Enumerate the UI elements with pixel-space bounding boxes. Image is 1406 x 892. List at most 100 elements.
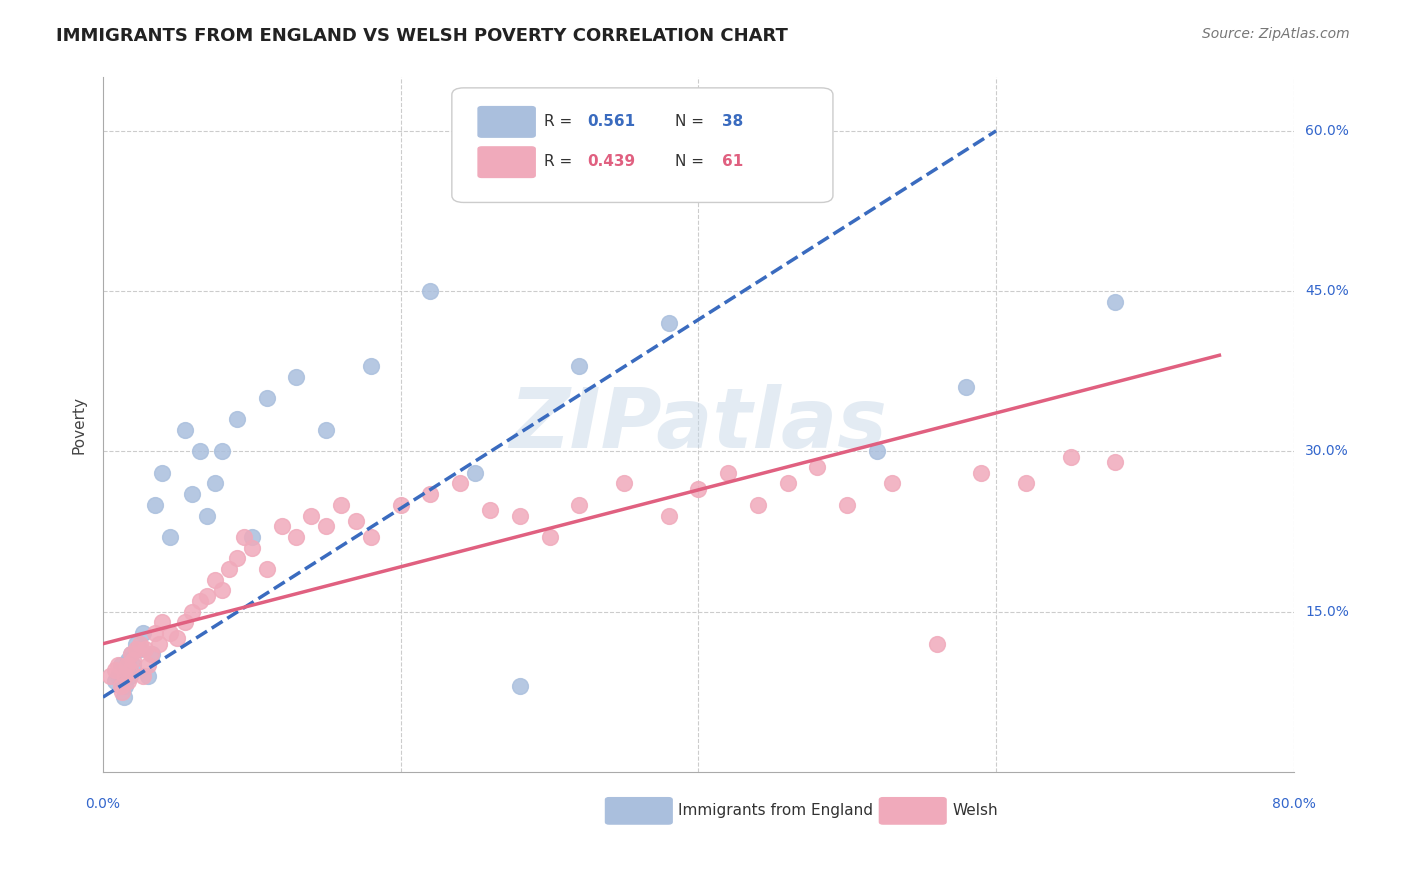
- Point: [110, 680, 132, 694]
- Point: [195, 508, 218, 523]
- Point: [1104, 294, 1126, 309]
- Point: [148, 637, 170, 651]
- Point: [173, 423, 195, 437]
- Point: [136, 669, 159, 683]
- Text: Immigrants from England: Immigrants from England: [678, 803, 873, 818]
- Point: [218, 562, 240, 576]
- Point: [159, 626, 181, 640]
- Point: [1104, 455, 1126, 469]
- Point: [1059, 450, 1081, 464]
- Point: [970, 466, 993, 480]
- Point: [132, 669, 155, 683]
- Point: [181, 487, 204, 501]
- Point: [181, 605, 204, 619]
- FancyBboxPatch shape: [879, 797, 946, 824]
- Point: [360, 359, 382, 373]
- Point: [115, 658, 138, 673]
- Point: [136, 658, 159, 673]
- Point: [344, 514, 367, 528]
- Point: [747, 498, 769, 512]
- Point: [285, 530, 308, 544]
- Text: N =: N =: [675, 154, 709, 169]
- Point: [134, 642, 156, 657]
- Point: [299, 508, 322, 523]
- Point: [129, 637, 152, 651]
- Point: [121, 653, 143, 667]
- Point: [568, 359, 591, 373]
- Point: [141, 648, 163, 662]
- Point: [240, 530, 263, 544]
- Point: [270, 519, 292, 533]
- Point: [464, 466, 486, 480]
- Point: [114, 669, 136, 683]
- Point: [233, 530, 256, 544]
- Point: [98, 669, 121, 683]
- Point: [118, 669, 141, 683]
- Point: [115, 664, 138, 678]
- Point: [360, 530, 382, 544]
- Point: [509, 508, 531, 523]
- Point: [717, 466, 740, 480]
- Point: [225, 551, 247, 566]
- Point: [256, 562, 278, 576]
- Point: [419, 487, 441, 501]
- Point: [776, 476, 799, 491]
- Point: [658, 508, 681, 523]
- Text: 80.0%: 80.0%: [1272, 797, 1316, 811]
- Text: 61: 61: [723, 154, 744, 169]
- Point: [124, 637, 146, 651]
- Point: [204, 476, 226, 491]
- Point: [188, 444, 211, 458]
- Point: [613, 476, 636, 491]
- Point: [211, 583, 233, 598]
- FancyBboxPatch shape: [606, 797, 672, 824]
- Text: 30.0%: 30.0%: [1305, 444, 1348, 458]
- Point: [315, 519, 337, 533]
- Y-axis label: Poverty: Poverty: [72, 396, 86, 454]
- Text: 0.561: 0.561: [588, 113, 636, 128]
- Point: [117, 653, 139, 667]
- Point: [509, 680, 531, 694]
- Point: [538, 530, 561, 544]
- Text: Source: ZipAtlas.com: Source: ZipAtlas.com: [1202, 27, 1350, 41]
- Point: [129, 642, 152, 657]
- FancyBboxPatch shape: [478, 107, 536, 137]
- Point: [143, 626, 166, 640]
- Point: [240, 541, 263, 555]
- Point: [112, 690, 135, 705]
- Text: N =: N =: [675, 113, 709, 128]
- Point: [688, 482, 710, 496]
- Text: ZIPatlas: ZIPatlas: [509, 384, 887, 466]
- Point: [389, 498, 412, 512]
- Point: [104, 664, 127, 678]
- Point: [195, 589, 218, 603]
- Point: [204, 573, 226, 587]
- Point: [132, 626, 155, 640]
- Point: [120, 648, 142, 662]
- Text: R =: R =: [544, 154, 576, 169]
- Point: [110, 658, 132, 673]
- Point: [111, 685, 134, 699]
- Text: 0.439: 0.439: [588, 154, 636, 169]
- Text: R =: R =: [544, 113, 576, 128]
- FancyBboxPatch shape: [451, 87, 832, 202]
- Point: [120, 648, 142, 662]
- Point: [658, 316, 681, 330]
- Point: [118, 664, 141, 678]
- Text: 38: 38: [723, 113, 744, 128]
- Point: [159, 530, 181, 544]
- Point: [114, 680, 136, 694]
- Text: 0.0%: 0.0%: [86, 797, 121, 811]
- Text: IMMIGRANTS FROM ENGLAND VS WELSH POVERTY CORRELATION CHART: IMMIGRANTS FROM ENGLAND VS WELSH POVERTY…: [56, 27, 789, 45]
- Point: [1015, 476, 1038, 491]
- Point: [225, 412, 247, 426]
- Point: [330, 498, 353, 512]
- Point: [139, 648, 162, 662]
- Point: [955, 380, 977, 394]
- Text: 45.0%: 45.0%: [1305, 285, 1348, 298]
- Point: [107, 669, 129, 683]
- Point: [107, 658, 129, 673]
- Point: [124, 642, 146, 657]
- Point: [117, 674, 139, 689]
- Text: 60.0%: 60.0%: [1305, 124, 1348, 138]
